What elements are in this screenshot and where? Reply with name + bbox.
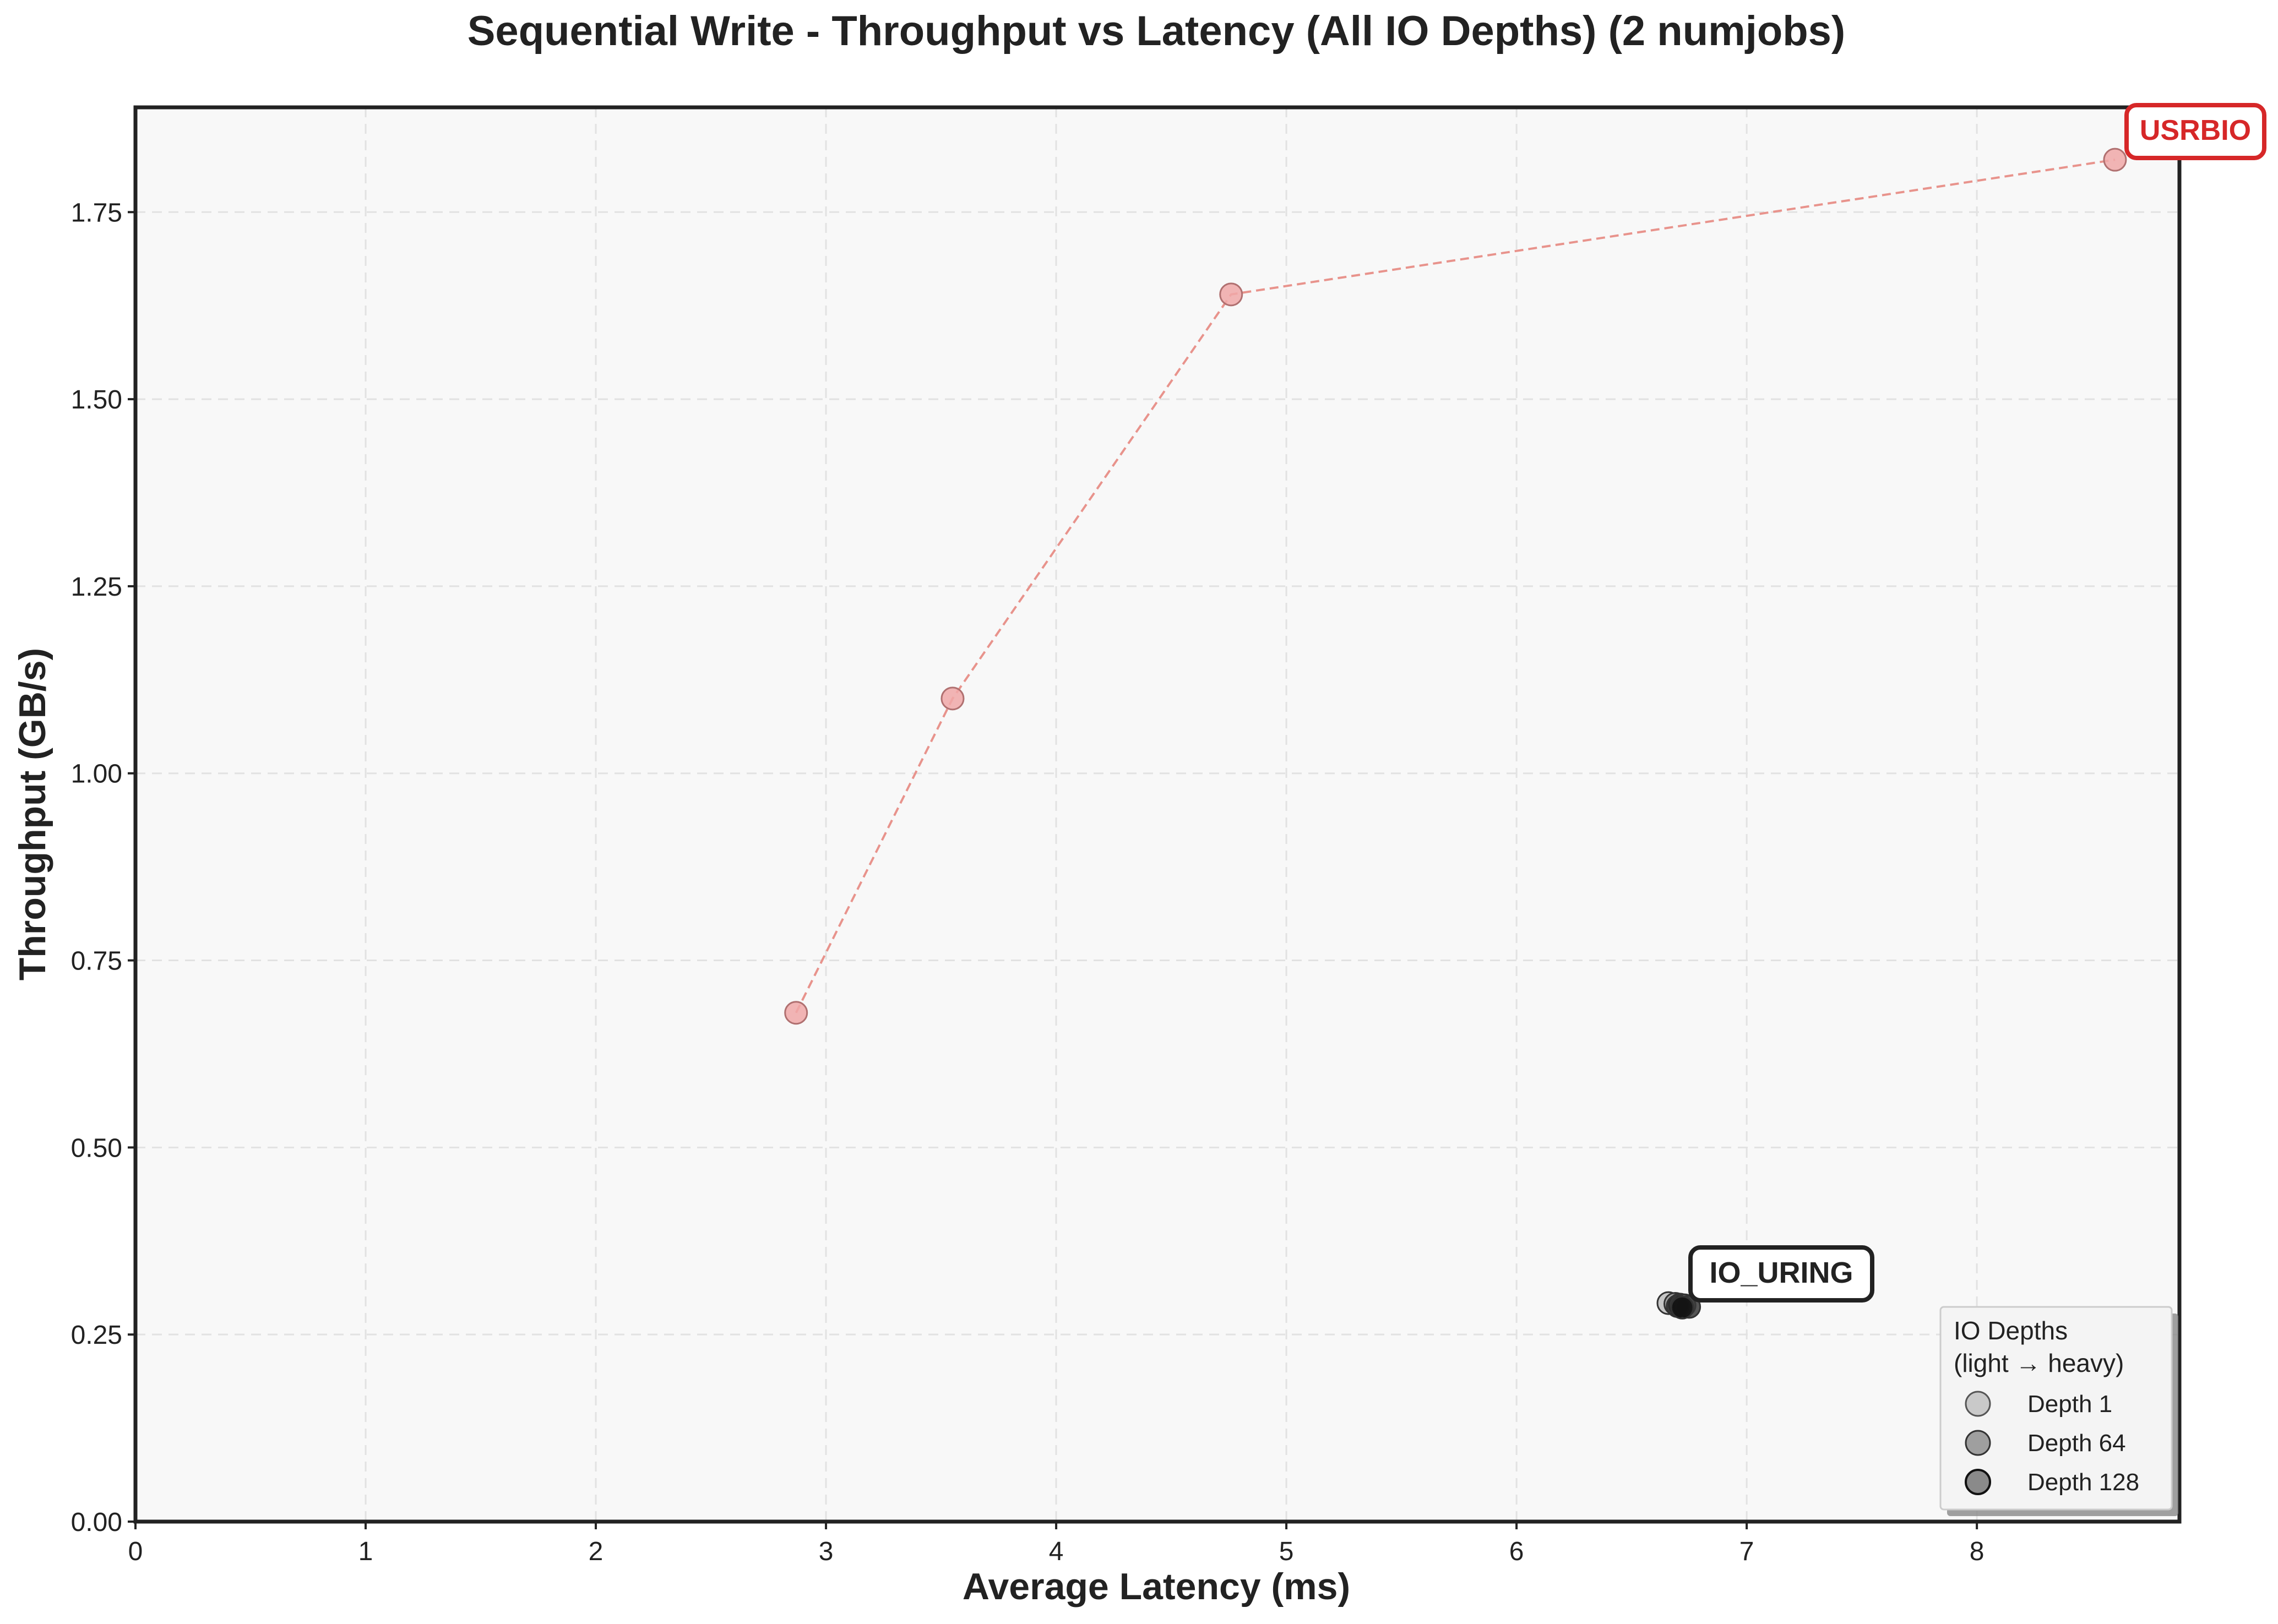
usrbio-line: [795, 159, 2116, 1013]
legend-entry-depth-64: Depth 64: [2027, 1430, 2126, 1457]
usrbio-point: [940, 686, 965, 711]
legend-entry-depth-1: Depth 1: [2027, 1391, 2112, 1418]
y-tick-label: 0.25: [71, 1321, 122, 1350]
y-tick-label: 1.00: [71, 760, 122, 789]
plot-area: [135, 107, 2179, 1522]
legend-title-line1: IO Depths: [1954, 1316, 2068, 1345]
data-points: [784, 148, 2127, 1320]
chart-title: Sequential Write - Throughput vs Latency…: [467, 8, 1846, 55]
x-tick-label: 7: [1739, 1537, 1754, 1566]
y-tick-label: 0.75: [71, 947, 122, 976]
y-tick-label: 0.50: [71, 1133, 122, 1163]
io-uring-point: [1670, 1295, 1694, 1320]
legend-marker-depth-128: [1965, 1469, 1991, 1495]
grid: [135, 107, 2179, 1522]
x-tick-label: 2: [589, 1537, 604, 1566]
y-axis-ticks: 0.00 0.25 0.50 0.75 1.00 1.25 1.50 1.75: [71, 198, 135, 1537]
legend-marker-depth-1: [1965, 1391, 1991, 1417]
usrbio-label: USRBIO: [2124, 103, 2266, 160]
usrbio-label-text: USRBIO: [2140, 115, 2251, 146]
y-axis-label: Throughput (GB/s): [12, 648, 53, 980]
x-tick-label: 3: [819, 1537, 834, 1566]
x-tick-label: 4: [1049, 1537, 1064, 1566]
series-lines: [795, 159, 2116, 1013]
y-tick-label: 0.00: [71, 1508, 122, 1537]
x-axis-ticks: 0 1 2 3 4 5 6 7 8: [128, 1522, 1985, 1566]
usrbio-point: [1219, 282, 1243, 307]
io-uring-label: IO_URING: [1688, 1245, 1874, 1303]
y-tick-label: 1.25: [71, 573, 122, 602]
legend-entry-depth-128: Depth 128: [2027, 1469, 2139, 1496]
x-axis-label: Average Latency (ms): [963, 1566, 1350, 1607]
legend: IO Depths (light → heavy) Depth 1 Depth …: [1939, 1306, 2178, 1516]
x-tick-label: 5: [1279, 1537, 1294, 1566]
legend-title-line2: (light → heavy): [1954, 1349, 2124, 1377]
io-uring-label-text: IO_URING: [1709, 1256, 1853, 1289]
x-tick-label: 8: [1970, 1537, 1985, 1566]
plot-frame: [133, 105, 2182, 1524]
x-tick-label: 6: [1509, 1537, 1524, 1566]
y-tick-label: 1.75: [71, 198, 122, 227]
legend-marker-depth-64: [1965, 1430, 1991, 1456]
usrbio-point: [2103, 148, 2127, 172]
y-tick-label: 1.50: [71, 385, 122, 415]
x-tick-label: 1: [358, 1537, 373, 1566]
usrbio-point: [784, 1001, 808, 1025]
x-tick-label: 0: [128, 1537, 143, 1566]
